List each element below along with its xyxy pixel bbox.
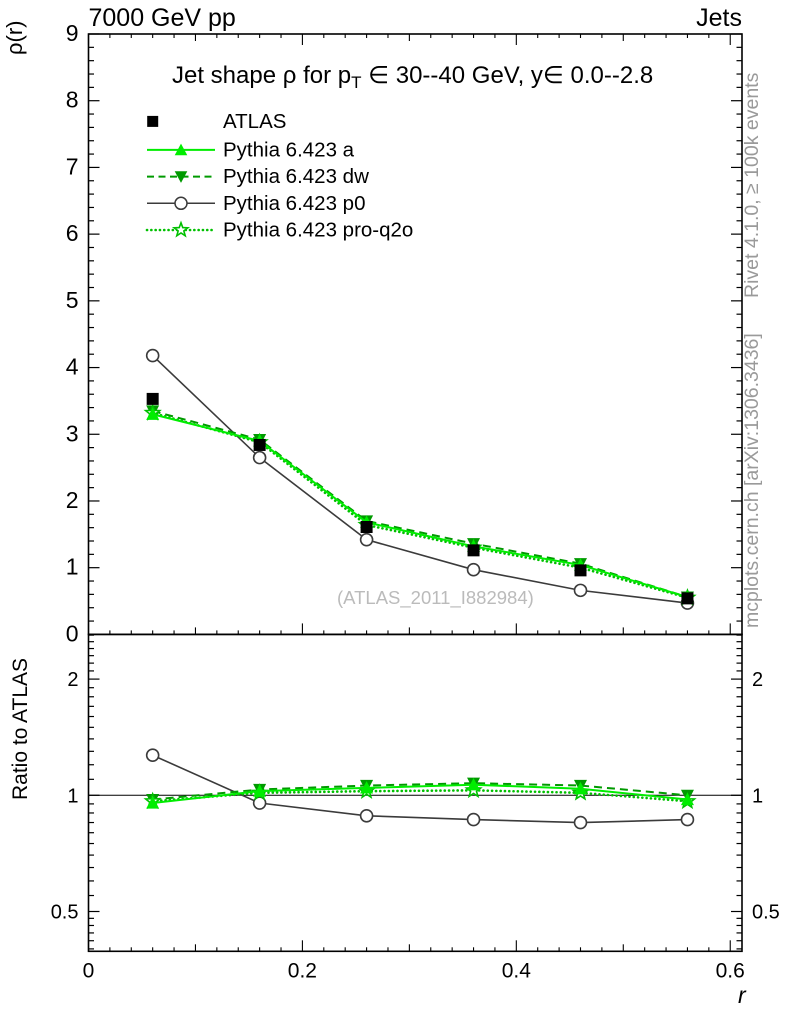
svg-text:0.2: 0.2: [288, 959, 317, 982]
svg-text:ρ(r): ρ(r): [2, 21, 27, 56]
svg-text:0.4: 0.4: [502, 959, 532, 982]
svg-text:Jets: Jets: [696, 4, 742, 32]
svg-text:8: 8: [66, 87, 79, 113]
svg-text:7: 7: [66, 153, 79, 179]
svg-text:3: 3: [66, 420, 79, 446]
svg-text:Pythia 6.423 p0: Pythia 6.423 p0: [223, 192, 365, 215]
svg-text:5: 5: [66, 287, 79, 313]
svg-text:ATLAS: ATLAS: [223, 110, 286, 133]
svg-text:Pythia 6.423 pro-q2o: Pythia 6.423 pro-q2o: [223, 219, 413, 242]
svg-text:2: 2: [66, 487, 79, 513]
svg-text:1: 1: [752, 785, 763, 807]
svg-text:2: 2: [752, 669, 763, 691]
svg-text:0: 0: [83, 959, 95, 982]
svg-text:1: 1: [66, 554, 79, 580]
svg-text:0.5: 0.5: [752, 902, 780, 924]
svg-text:6: 6: [66, 220, 79, 246]
svg-text:Jet shape ρ for pT ∈ 30--40 Ge: Jet shape ρ for pT ∈ 30--40 GeV, y∈ 0.0-…: [172, 62, 653, 92]
svg-text:0.6: 0.6: [716, 959, 745, 982]
svg-text:mcplots.cern.ch [arXiv:1306.34: mcplots.cern.ch [arXiv:1306.3436]: [741, 333, 763, 628]
svg-text:2: 2: [67, 669, 78, 691]
svg-text:7000 GeV pp: 7000 GeV pp: [89, 4, 236, 32]
svg-text:0: 0: [66, 620, 79, 646]
svg-text:9: 9: [66, 20, 79, 46]
svg-text:Pythia 6.423 dw: Pythia 6.423 dw: [223, 165, 369, 188]
svg-text:4: 4: [66, 354, 79, 380]
svg-text:Ratio to ATLAS: Ratio to ATLAS: [9, 658, 32, 800]
svg-text:Pythia 6.423 a: Pythia 6.423 a: [223, 138, 355, 161]
svg-text:1: 1: [67, 785, 78, 807]
svg-text:Rivet 4.1.0, ≥ 100k events: Rivet 4.1.0, ≥ 100k events: [741, 72, 763, 298]
svg-text:0.5: 0.5: [51, 902, 79, 924]
svg-text:(ATLAS_2011_I882984): (ATLAS_2011_I882984): [337, 587, 534, 609]
svg-text:r: r: [738, 982, 747, 1008]
